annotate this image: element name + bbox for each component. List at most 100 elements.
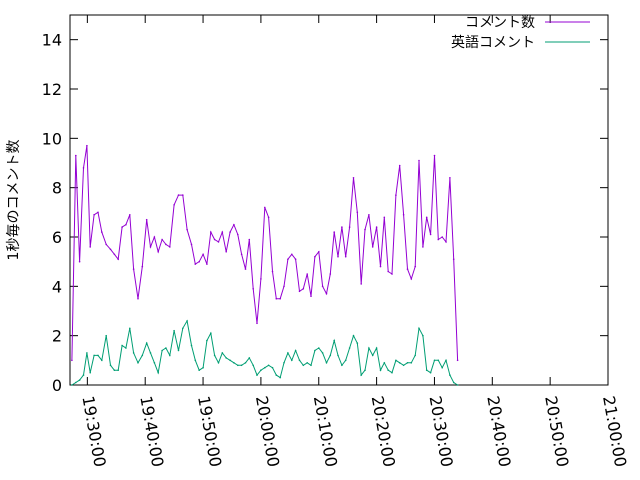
y-tick-label: 2 (52, 327, 62, 346)
data-point (141, 265, 144, 268)
data-point (352, 334, 355, 337)
data-point (414, 265, 417, 268)
data-point (78, 379, 81, 381)
data-point (310, 364, 312, 367)
data-point (141, 354, 144, 357)
data-point (418, 159, 420, 162)
data-point (375, 226, 378, 228)
data-point (93, 214, 95, 216)
data-point (433, 359, 436, 362)
data-point (137, 297, 139, 300)
data-point (71, 384, 73, 386)
data-point (194, 263, 197, 265)
data-point (429, 233, 432, 236)
data-point (306, 362, 309, 364)
data-point (78, 260, 81, 263)
data-point (169, 246, 171, 248)
data-point (441, 366, 444, 369)
data-point (89, 246, 91, 248)
data-point (132, 352, 135, 354)
data-point (145, 218, 148, 221)
data-point (275, 374, 278, 376)
data-point (190, 243, 193, 246)
data-point (302, 288, 305, 290)
data-point (406, 362, 409, 364)
data-point (429, 371, 432, 374)
data-point (169, 354, 171, 357)
data-point (75, 154, 77, 157)
data-point (321, 285, 324, 288)
data-point (425, 369, 428, 372)
data-point (221, 231, 224, 233)
data-point (314, 255, 316, 258)
data-point (329, 273, 332, 275)
data-point (437, 359, 440, 362)
data-point (310, 295, 312, 298)
y-tick-label: 10 (42, 129, 62, 148)
data-point (244, 268, 247, 270)
data-point (190, 344, 193, 347)
data-point (225, 251, 227, 253)
data-point (337, 354, 339, 357)
series-lines (71, 144, 459, 386)
data-point (260, 369, 262, 372)
data-point (89, 371, 91, 374)
data-point (321, 352, 324, 354)
data-point (109, 364, 112, 367)
data-point (364, 228, 366, 231)
series-points-1 (71, 320, 459, 386)
data-point (379, 265, 382, 268)
data-point (206, 339, 208, 342)
data-point (418, 327, 420, 330)
data-point (271, 270, 274, 273)
data-point (260, 278, 262, 280)
x-tick-label: 20:20:00 (368, 394, 399, 468)
data-point (267, 364, 270, 367)
data-point (149, 352, 152, 354)
data-point (244, 362, 247, 364)
data-point (368, 347, 370, 349)
data-point (449, 177, 451, 179)
data-point (402, 364, 405, 367)
data-point (93, 354, 95, 357)
data-point (252, 364, 254, 367)
data-point (383, 362, 386, 364)
data-point (414, 354, 417, 357)
data-point (445, 359, 447, 362)
data-point (117, 258, 119, 261)
data-point (129, 327, 131, 330)
data-point (237, 364, 239, 367)
data-point (410, 362, 413, 364)
data-point (283, 362, 285, 364)
data-point (132, 268, 135, 270)
data-point (294, 349, 297, 352)
data-point (101, 359, 103, 362)
data-point (248, 357, 251, 359)
series-line-0 (71, 145, 459, 361)
data-point (157, 371, 159, 374)
y-tick-label: 0 (52, 376, 62, 395)
data-point (213, 354, 216, 357)
x-tick-label: 20:40:00 (483, 394, 514, 468)
y-tick-label: 14 (42, 31, 62, 50)
data-point (275, 297, 278, 300)
data-point (360, 283, 363, 285)
data-point (75, 381, 77, 384)
data-point (391, 273, 393, 275)
data-point (341, 226, 343, 228)
data-point (291, 253, 293, 256)
data-point (364, 369, 366, 372)
data-point (177, 194, 180, 196)
data-point (71, 359, 73, 362)
data-point (341, 364, 343, 367)
data-point (445, 241, 447, 243)
data-point (375, 347, 378, 349)
data-point (371, 354, 374, 357)
data-point (291, 359, 293, 362)
data-point (348, 226, 351, 228)
data-point (333, 339, 336, 342)
data-point (240, 253, 243, 256)
data-point (125, 223, 127, 226)
data-point (360, 374, 363, 376)
